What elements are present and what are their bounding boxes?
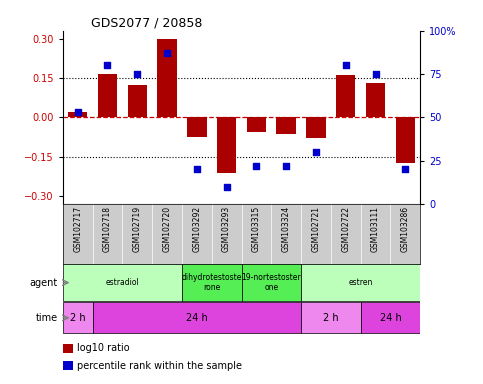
Text: 24 h: 24 h — [186, 313, 208, 323]
Bar — [396, 118, 415, 163]
Text: GSM103315: GSM103315 — [252, 206, 261, 252]
Bar — [247, 118, 266, 132]
Text: GSM102722: GSM102722 — [341, 206, 350, 252]
Bar — [366, 83, 385, 118]
Text: GSM102718: GSM102718 — [103, 206, 112, 252]
Point — [401, 166, 409, 172]
Text: estren: estren — [348, 278, 373, 287]
Bar — [182, 265, 242, 301]
Text: GSM103292: GSM103292 — [192, 206, 201, 252]
Text: GSM103293: GSM103293 — [222, 206, 231, 252]
Point — [372, 71, 380, 77]
Bar — [63, 302, 93, 333]
Text: estradiol: estradiol — [105, 278, 139, 287]
Bar — [301, 265, 420, 301]
Text: GSM102717: GSM102717 — [73, 206, 82, 252]
Bar — [187, 118, 207, 137]
Text: GSM102721: GSM102721 — [312, 206, 320, 252]
Point — [133, 71, 141, 77]
Text: GSM102719: GSM102719 — [133, 206, 142, 252]
Point — [104, 62, 112, 68]
Bar — [98, 74, 117, 118]
Point — [193, 166, 201, 172]
Text: log10 ratio: log10 ratio — [77, 343, 130, 353]
Bar — [68, 112, 87, 118]
Text: 19-nortestoster
one: 19-nortestoster one — [242, 273, 301, 292]
Text: 24 h: 24 h — [380, 313, 401, 323]
Bar — [63, 265, 182, 301]
Bar — [128, 84, 147, 118]
Text: 2 h: 2 h — [323, 313, 339, 323]
Bar — [93, 302, 301, 333]
Bar — [242, 265, 301, 301]
Bar — [157, 39, 177, 118]
Point — [342, 62, 350, 68]
Text: GSM103286: GSM103286 — [401, 206, 410, 252]
Bar — [217, 118, 236, 172]
Text: GSM103111: GSM103111 — [371, 206, 380, 252]
Point — [163, 50, 171, 56]
Text: dihydrotestoste
rone: dihydrotestoste rone — [182, 273, 242, 292]
Text: GSM103324: GSM103324 — [282, 206, 291, 252]
Text: GSM102720: GSM102720 — [163, 206, 171, 252]
Bar — [306, 118, 326, 138]
Text: percentile rank within the sample: percentile rank within the sample — [77, 361, 242, 371]
Point — [74, 109, 82, 115]
Text: GDS2077 / 20858: GDS2077 / 20858 — [91, 17, 203, 30]
Bar — [361, 302, 420, 333]
Text: 2 h: 2 h — [70, 313, 85, 323]
Point — [282, 163, 290, 169]
Point — [312, 149, 320, 155]
Bar — [301, 302, 361, 333]
Bar — [336, 75, 355, 118]
Bar — [276, 118, 296, 134]
Point — [253, 163, 260, 169]
Point — [223, 184, 230, 190]
Text: time: time — [36, 313, 58, 323]
Text: agent: agent — [30, 278, 58, 288]
